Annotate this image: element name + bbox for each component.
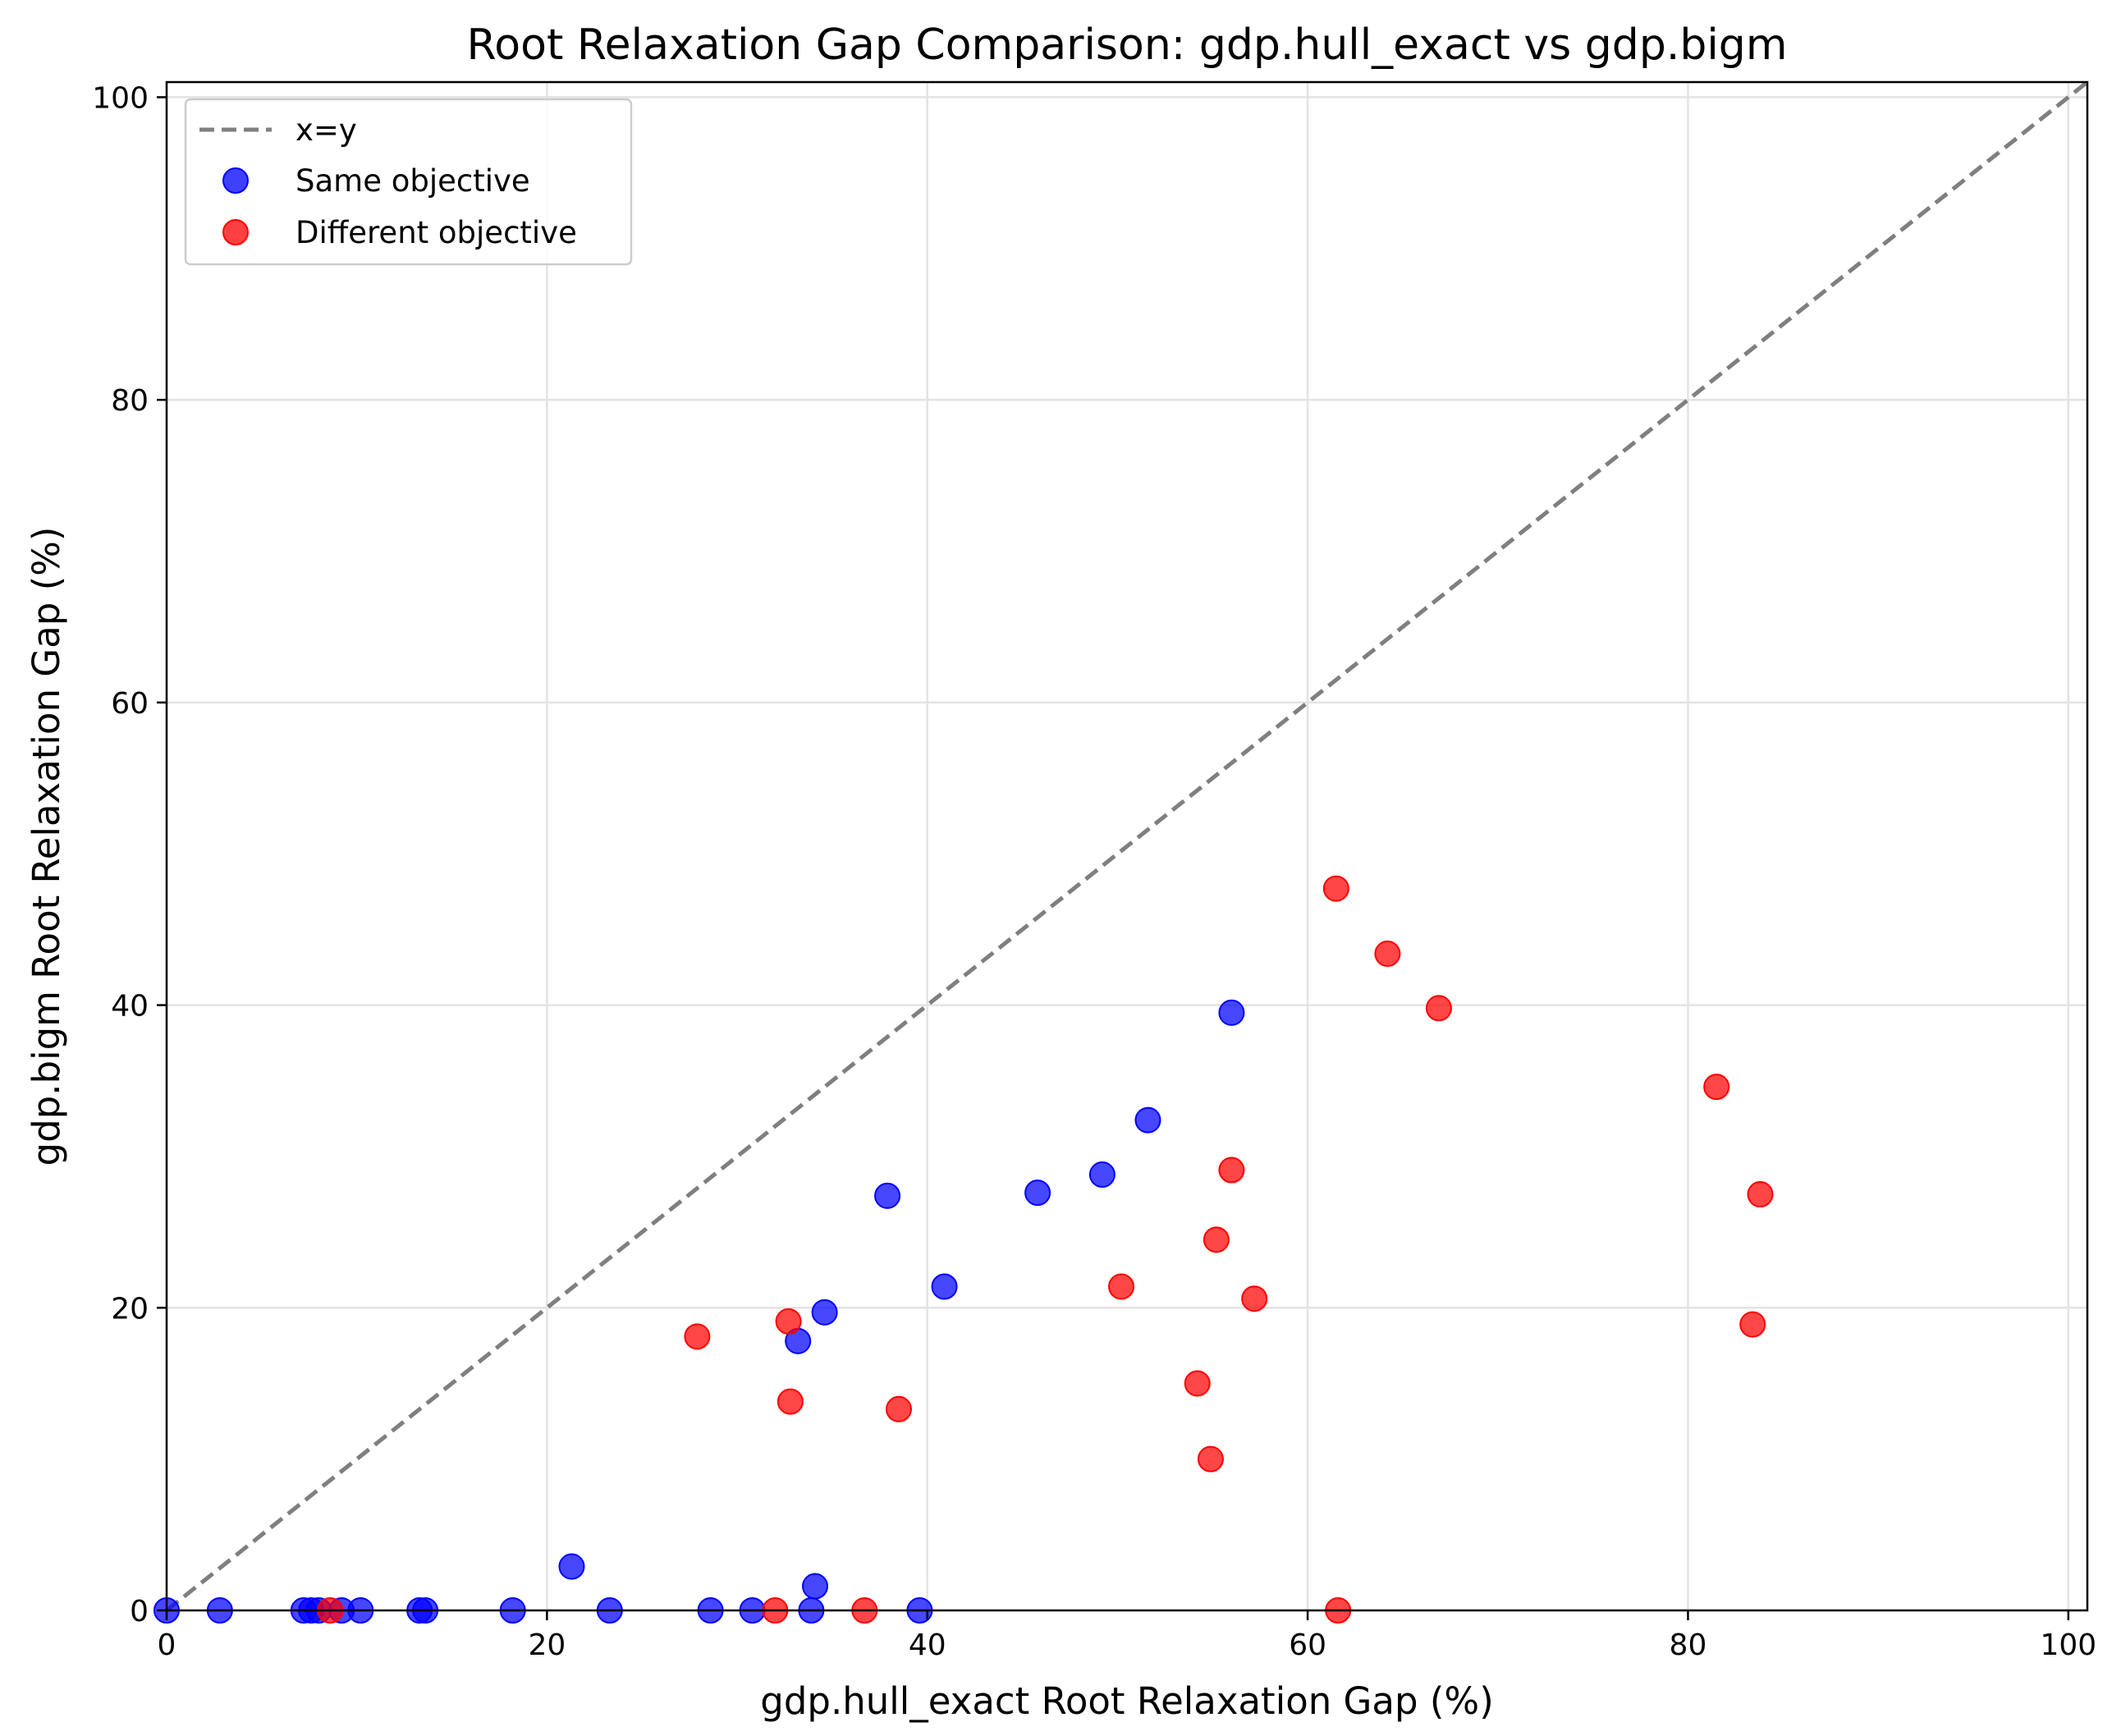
data-point	[1218, 1157, 1245, 1184]
legend-marker-same-objective	[222, 167, 249, 194]
y-tick-label: 80	[111, 384, 149, 418]
data-point	[1747, 1181, 1774, 1208]
data-point	[1374, 940, 1401, 967]
data-point	[776, 1388, 804, 1415]
data-point	[1197, 1445, 1224, 1473]
data-point	[1425, 995, 1452, 1022]
x-tick-label: 60	[1289, 1628, 1326, 1662]
data-point	[1184, 1370, 1211, 1397]
data-point	[811, 1299, 838, 1326]
scatter-points	[153, 875, 1774, 1624]
x-axis-ticks: 0 20 40 60 80 100	[158, 1610, 2096, 1662]
data-point	[1739, 1311, 1766, 1338]
data-point	[775, 1308, 802, 1335]
x-tick-label: 20	[528, 1628, 566, 1662]
legend: x=y Same objective Different objective	[184, 98, 633, 266]
data-point	[558, 1553, 585, 1580]
x-tick-label: 0	[158, 1628, 176, 1662]
y-tick-label: 0	[130, 1595, 149, 1628]
y-tick-label: 40	[111, 990, 149, 1024]
data-point	[684, 1323, 711, 1350]
data-point	[931, 1273, 958, 1300]
legend-label-same-objective: Same objective	[295, 163, 530, 199]
data-point	[1203, 1226, 1230, 1253]
legend-frame	[184, 98, 633, 266]
x-axis-label: gdp.hull_exact Root Relaxation Gap (%)	[760, 1679, 1494, 1723]
data-point	[1108, 1273, 1135, 1300]
x-tick-label: 100	[2040, 1628, 2096, 1662]
y-tick-label: 60	[111, 687, 149, 721]
x-tick-label: 40	[909, 1628, 946, 1662]
y-tick-label: 100	[92, 81, 149, 115]
data-point	[874, 1182, 901, 1209]
data-point	[802, 1573, 829, 1600]
legend-label-reference-line: x=y	[295, 112, 357, 148]
legend-label-different-objective: Different objective	[295, 215, 577, 250]
y-tick-label: 20	[111, 1292, 149, 1326]
legend-marker-different-objective	[222, 219, 249, 245]
data-point	[1134, 1106, 1161, 1134]
x-tick-label: 80	[1670, 1628, 1707, 1662]
plot-area-frame	[165, 80, 2089, 1612]
series-same-objective	[153, 999, 1245, 1624]
data-point	[1703, 1074, 1730, 1101]
chart-title: Root Relaxation Gap Comparison: gdp.hull…	[467, 21, 1788, 70]
data-point	[1088, 1161, 1115, 1189]
y-axis-label: gdp.bigm Root Relaxation Gap (%)	[25, 527, 68, 1166]
series-different-objective	[317, 875, 1774, 1624]
data-point	[885, 1395, 912, 1422]
y-axis-ticks: 0 20 40 60 80 100	[92, 81, 167, 1628]
data-point	[1218, 999, 1245, 1026]
data-point	[1322, 875, 1349, 902]
data-point	[1024, 1179, 1051, 1207]
reference-line-x-equals-y	[165, 80, 2089, 1612]
data-point	[1241, 1285, 1268, 1312]
